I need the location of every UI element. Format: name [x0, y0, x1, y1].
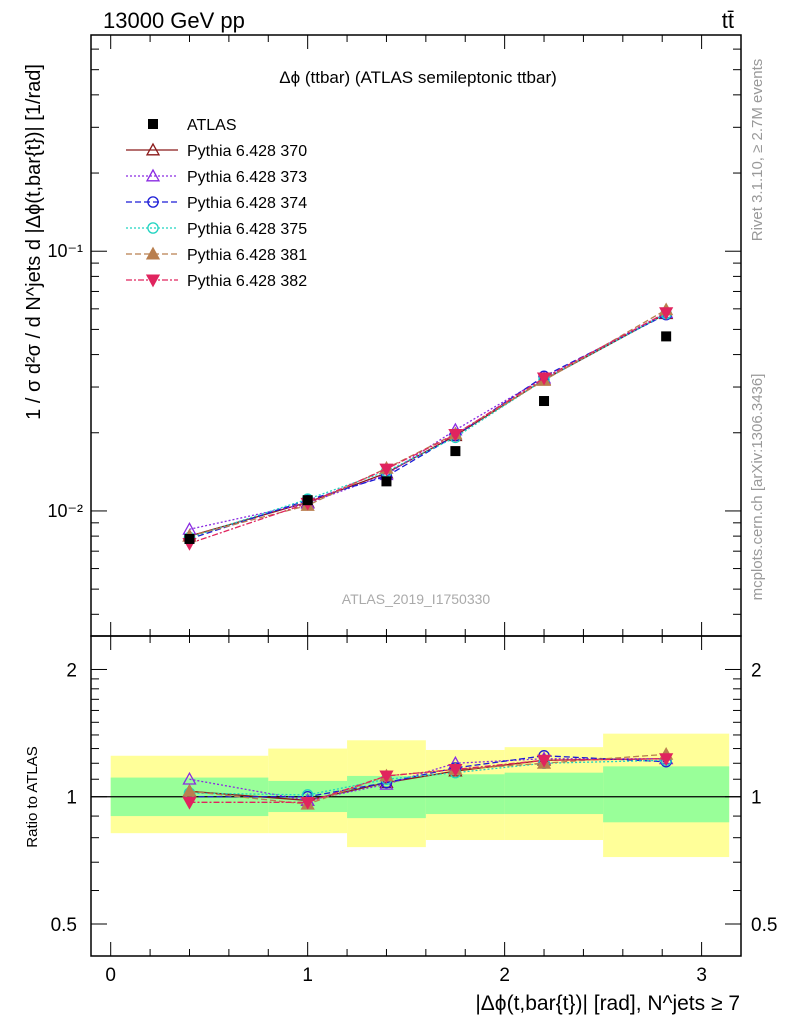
legend-marker — [145, 168, 161, 182]
axes-layer: 0 1 2 3 10⁻² 10⁻¹ 0.5 0.5 1 1 2 2 — [47, 34, 777, 986]
legend-marker — [147, 196, 159, 208]
main-series-line — [189, 309, 667, 537]
main-series-line — [189, 313, 667, 537]
analysis-id-label: ATLAS_2019_I1750330 — [342, 591, 491, 607]
y-tick-label: 10⁻² — [47, 501, 83, 521]
ratio-series-line — [189, 758, 667, 802]
ratio-series-point — [659, 753, 674, 767]
ratio-series-point — [448, 764, 463, 777]
main-series-line — [189, 312, 667, 545]
legend-marker — [145, 142, 161, 156]
ratio-series-layer — [182, 746, 674, 810]
y-axis-title: 1 / σ d²σ / d N^jets d |Δϕ(t,bar{t})| [1… — [23, 64, 45, 420]
legend-marker — [145, 246, 161, 260]
legend-marker — [147, 222, 159, 234]
header-process-label: tt̄ — [722, 8, 734, 33]
data-point — [539, 396, 550, 407]
x-tick-label: 0 — [105, 965, 116, 986]
main-series-line — [189, 312, 667, 530]
x-axis-title: |Δϕ(t,bar{t})| [rad], N^jets ≥ 7 — [475, 992, 740, 1015]
main-series-layer — [182, 302, 674, 551]
ratio-series-line — [189, 759, 667, 796]
ratio-y-tick-label: 0.5 — [51, 915, 77, 936]
y-tick-label: 10⁻¹ — [47, 241, 83, 261]
ratio-series-point — [536, 754, 552, 768]
main-series-point — [659, 307, 674, 321]
legend-label: Pythia 6.428 373 — [187, 169, 307, 186]
legend-label-data: ATLAS — [187, 117, 237, 134]
legend-label: Pythia 6.428 382 — [187, 273, 307, 290]
main-series-point — [448, 429, 463, 442]
ratio-series-line — [189, 755, 667, 798]
ratio-frame — [90, 635, 742, 957]
ratio-y-tick-label-right: 0.5 — [751, 915, 777, 936]
data-point — [450, 446, 461, 457]
data-point — [661, 331, 672, 342]
ratio-series-point — [300, 796, 315, 810]
source-label: mcplots.cern.ch [arXiv:1306.3436] — [749, 374, 766, 601]
rivet-version-label: Rivet 3.1.10, ≥ 2.7M events — [749, 59, 766, 242]
main-series-line — [189, 313, 667, 539]
main-series-line — [189, 314, 667, 540]
legend-label: Pythia 6.428 370 — [187, 143, 307, 160]
legend-marker-data — [148, 119, 158, 129]
main-series-point — [379, 463, 394, 477]
ratio-series-point — [379, 770, 394, 784]
ratio-series-line — [189, 758, 667, 803]
header-energy-label: 13000 GeV pp — [103, 8, 245, 33]
legend-marker — [145, 274, 161, 288]
data-point — [302, 495, 313, 506]
ratio-band-inner — [425, 774, 505, 815]
ratio-band-inner — [504, 772, 604, 815]
ratio-series-point — [182, 783, 197, 797]
legend-label: Pythia 6.428 375 — [187, 221, 307, 238]
ratio-y-tick-label-right: 1 — [751, 788, 762, 809]
legend-label: Pythia 6.428 381 — [187, 247, 307, 264]
ratio-band-inner — [603, 766, 730, 823]
x-tick-label: 2 — [499, 965, 510, 986]
plot-title: Δϕ (ttbar) (ATLAS semileptonic ttbar) — [279, 68, 557, 87]
ratio-y-tick-label-right: 2 — [751, 660, 762, 681]
ratio-y-tick-label: 1 — [66, 788, 77, 809]
ratio-y-tick-label: 2 — [66, 660, 77, 681]
data-point — [184, 533, 195, 544]
ratio-y-axis-title: Ratio to ATLAS — [24, 746, 41, 847]
x-tick-label: 3 — [696, 965, 707, 986]
data-point — [381, 476, 392, 487]
legend: ATLAS Pythia 6.428 370 Pythia 6.428 373 Pyt… — [126, 117, 307, 290]
legend-label: Pythia 6.428 374 — [187, 195, 307, 212]
main-series-point — [536, 372, 552, 386]
ratio-series-line — [189, 758, 667, 802]
x-tick-label: 1 — [302, 965, 313, 986]
ratio-series-point — [182, 796, 197, 810]
